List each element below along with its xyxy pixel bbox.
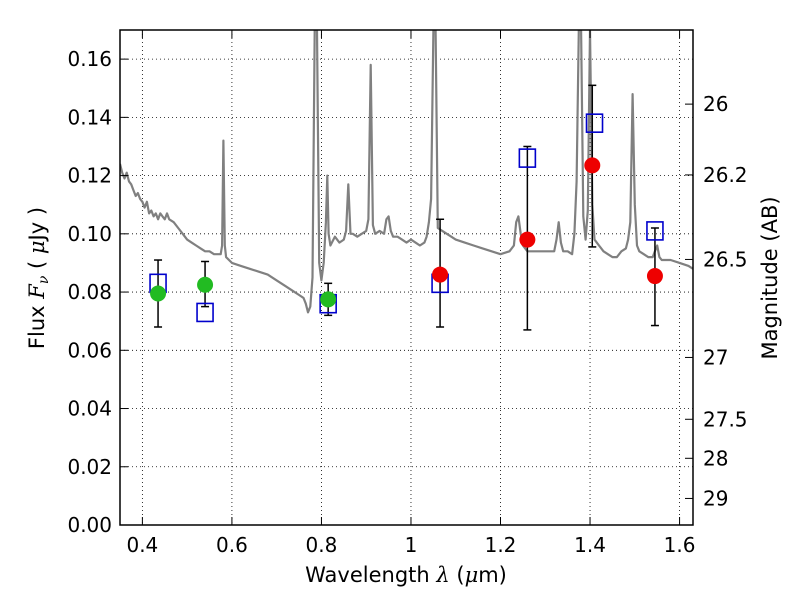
data-point: [320, 291, 337, 308]
x-tick-label: 0.6: [216, 533, 248, 557]
y-tick-label: 0.16: [67, 47, 112, 71]
plot-frame: [119, 29, 694, 526]
data-point: [197, 276, 214, 293]
x-tick-label: 0.4: [126, 533, 158, 557]
y2-tick-label: 28: [703, 446, 728, 470]
y-axis-label: Flux Fν ( μJy ): [25, 207, 52, 349]
y2-tick-label: 29: [703, 486, 728, 510]
model-box: [646, 221, 664, 241]
y-tick-label: 0.02: [67, 455, 112, 479]
x-tick-label: 1.4: [574, 533, 606, 557]
model-box: [196, 302, 214, 323]
model-box: [585, 113, 604, 133]
y-tick-labels: 0.00 0.02 0.04 0.06 0.08 0.10 0.12 0.14 0.16: [67, 47, 112, 537]
data-point: [432, 266, 449, 283]
y2-tick-label: 26: [703, 92, 728, 116]
y-tick-label: 0.04: [67, 397, 112, 421]
y2-axis-label: Magnitude (AB): [758, 196, 782, 359]
y2-tick-label: 27: [703, 345, 728, 369]
x-tick-label: 0.8: [306, 533, 338, 557]
data-point: [150, 285, 167, 302]
point-layer: [150, 157, 663, 308]
y2-tick-label: 27.5: [703, 407, 748, 431]
box-layer: [149, 113, 664, 323]
y2-tick-labels: 26 26.2 26.5 27 27.5 28 29: [703, 92, 748, 510]
tick-marks: [120, 30, 693, 526]
spectrum-layer: [120, 30, 693, 314]
x-tick-label: 1.6: [664, 533, 696, 557]
spectrum-line: [120, 30, 693, 314]
grid-lines: [120, 30, 693, 526]
model-box: [518, 148, 537, 168]
data-point: [646, 268, 663, 285]
y-tick-label: 0.06: [67, 338, 112, 362]
y2-tick-label: 26.5: [703, 247, 748, 271]
x-tick-label: 1.2: [485, 533, 517, 557]
x-tick-label: 1: [405, 533, 418, 557]
data-point: [584, 157, 601, 174]
y-tick-label: 0.08: [67, 280, 112, 304]
x-axis-label: Wavelength λ (μm): [305, 563, 507, 587]
y-tick-label: 0.14: [67, 105, 112, 129]
y2-tick-label: 26.2: [703, 163, 748, 187]
data-point: [519, 231, 536, 248]
x-tick-labels: 0.4 0.6 0.8 1 1.2 1.4 1.6: [126, 533, 695, 557]
y-tick-label: 0.10: [67, 222, 112, 246]
y-tick-label: 0.12: [67, 164, 112, 188]
y-tick-label: 0.00: [67, 513, 112, 537]
